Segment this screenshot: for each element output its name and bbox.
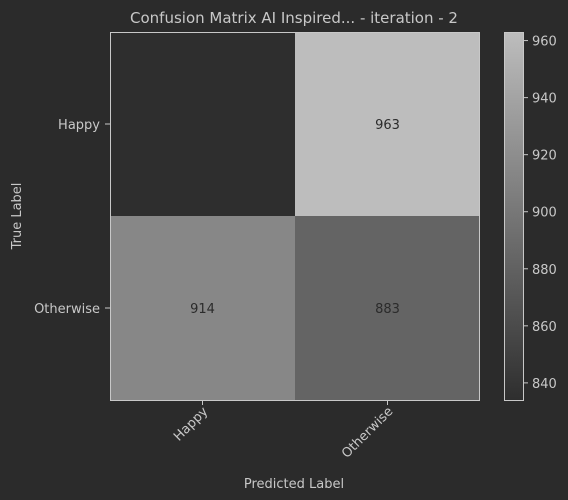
cell-value-label: 883 xyxy=(375,302,400,317)
colorbar-ticks: 840 860 880 900 920 940 960 xyxy=(524,35,557,392)
colorbar-tick-label: 960 xyxy=(532,35,557,50)
y-axis-ticks: Happy Otherwise xyxy=(34,118,110,317)
heatmap-cells xyxy=(110,32,480,400)
colorbar-tick-label: 900 xyxy=(532,206,557,221)
cell-value-label: 963 xyxy=(375,118,400,133)
x-axis-label: Predicted Label xyxy=(244,477,344,492)
colorbar-tick-label: 880 xyxy=(532,263,557,278)
y-tick-label: Otherwise xyxy=(34,302,100,317)
chart-title: Confusion Matrix AI Inspired... - iterat… xyxy=(130,9,458,27)
colorbar-tick-label: 920 xyxy=(532,149,557,164)
colorbar-tick-label: 840 xyxy=(532,377,557,392)
colorbar-tick-label: 940 xyxy=(532,92,557,107)
x-tick-label: Happy xyxy=(171,404,211,444)
colorbar-gradient xyxy=(505,33,524,401)
cell-value-label: 914 xyxy=(190,302,215,317)
x-axis-ticks: Happy Otherwise xyxy=(171,400,396,461)
x-tick-label: Otherwise xyxy=(339,404,396,461)
heatmap-cell xyxy=(110,32,295,216)
y-axis-label: True Label xyxy=(10,183,25,251)
y-tick-label: Happy xyxy=(58,118,100,133)
colorbar-tick-label: 860 xyxy=(532,320,557,335)
colorbar: 840 860 880 900 920 940 960 xyxy=(505,33,557,401)
